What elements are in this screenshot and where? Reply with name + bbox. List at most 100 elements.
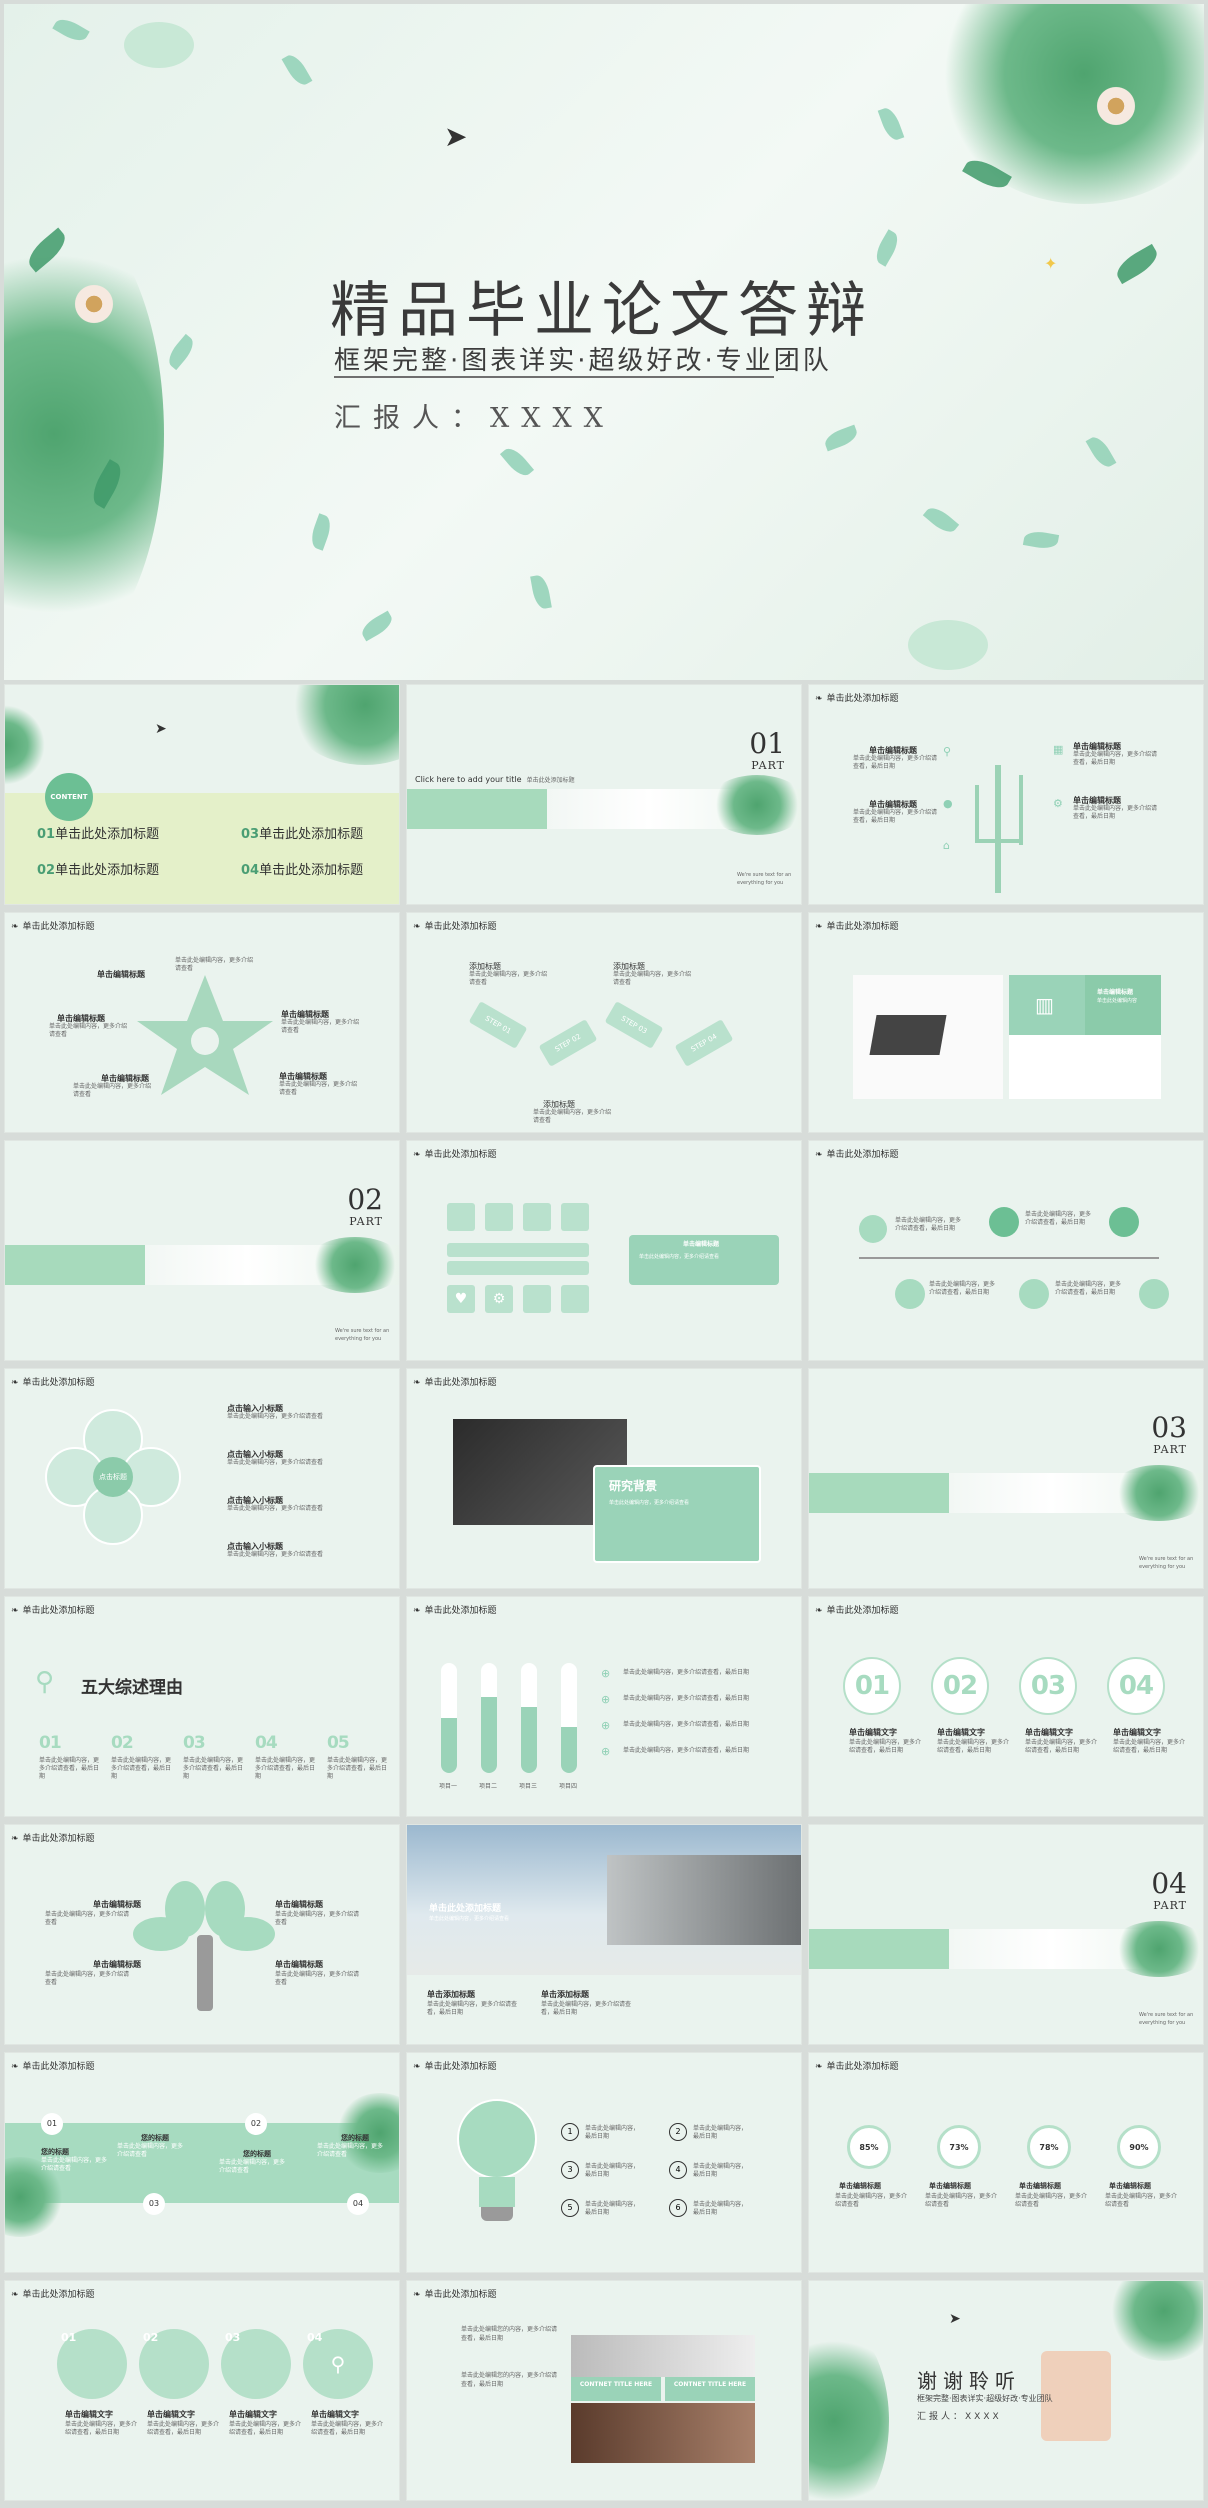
step-marker: 03 (143, 2193, 165, 2215)
item-label: 单击编辑文字 (1113, 1728, 1161, 1737)
cover-slide[interactable]: ➤ ✦ 精品毕业论文答辩 框架完整·图表详实·超级好改·专业团队 汇报人：XXX… (4, 4, 1204, 680)
slide-header: 单击此处添加标题 (815, 1603, 899, 1616)
tablet-photo (571, 2403, 755, 2463)
point-desc: 单击此处编辑内容，更多介绍请查看，最后日期 (623, 1669, 750, 1676)
slide-thumbnail-07[interactable]: 单击此处添加标题 ▥ 单击编辑标题 单击此处编辑内容 (808, 912, 1204, 1133)
slide-thumbnail-20[interactable]: 单击此处添加标题 01 02 03 04 您的标题 单击此处编辑内容，更多介绍请… (4, 2052, 400, 2273)
slide-thumbnail-19[interactable]: 04 PART We're sure text for an everythin… (808, 1824, 1204, 2045)
search-icon: ⚲ (943, 745, 952, 758)
process-band (5, 2123, 399, 2203)
item-number: 4 (669, 2161, 687, 2179)
toc-item-03[interactable]: 03单击此处添加标题 (241, 823, 363, 842)
slide-thumbnail-05[interactable]: 单击此处添加标题 单击编辑标题 单击此处编辑内容，更多介绍请查看 单击编辑标题 … (4, 912, 400, 1133)
item-desc: 单击此处编辑内容，更多介绍请查看 (49, 1023, 128, 1038)
item-desc: 单击此处编辑内容，更多介绍请查看，最后日期 (541, 2001, 632, 2016)
item-label: 单击编辑文字 (1025, 1728, 1073, 1737)
slide-thumbnail-14[interactable]: 单击此处添加标题 ⚲ 五大综述理由 01 02 03 04 05 单击此处编辑内… (4, 1596, 400, 1817)
slide-thumbnail-25[interactable]: ➤ 谢谢聆听 框架完整·图表详实·超级好改·专业团队 汇报人：XXXX (808, 2280, 1204, 2501)
item-desc: 单击此处编辑内容，更多介绍请查看，最后日期 (1025, 1739, 1098, 1754)
toc-label: 单击此处添加标题 (55, 827, 160, 842)
plus-icon: ⊕ (601, 1667, 611, 1680)
item-label: 单击编辑文字 (937, 1728, 985, 1737)
slide-header: 单击此处添加标题 (413, 1375, 497, 1388)
slide-thumbnail-18[interactable]: 单击此处添加标题 单击此处编辑内容，更多介绍请查看 单击添加标题 单击此处编辑内… (406, 1824, 802, 2045)
icon-band (447, 1261, 589, 1275)
leaf-cluster (707, 775, 801, 835)
key-icon: ⚲ (35, 1667, 55, 1697)
item-label: 单击编辑标题 (1019, 2182, 1061, 2190)
slide-thumbnail-06[interactable]: 单击此处添加标题 STEP 01 STEP 02 STEP 03 STEP 04… (406, 912, 802, 1133)
reason-number: 01 (39, 1733, 62, 1753)
point-desc: 单击此处编辑内容，更多介绍请查看 (227, 1459, 324, 1466)
tree-branch (975, 839, 1023, 843)
item-desc: 单击此处编辑内容，更多介绍请查看 (275, 1971, 360, 1986)
icon-circle-flag (57, 2329, 127, 2399)
slide-thumbnail-23[interactable]: 单击此处添加标题 ⚲ 01 02 03 04 单击编辑文字 单击编辑文字 单击编… (4, 2280, 400, 2501)
plus-icon: ⊕ (601, 1745, 611, 1758)
part-number: 01 (749, 727, 785, 760)
step-marker: 01 (41, 2113, 63, 2135)
item-desc: 单击此处编辑内容，更多介绍请查看，最后日期 (229, 2421, 302, 2436)
slide-thumbnail-02[interactable]: ➤ CONTENT 01单击此处添加标题 03单击此处添加标题 02单击此处添加… (4, 684, 400, 905)
mic-icon (523, 1285, 551, 1313)
toc-item-02[interactable]: 02单击此处添加标题 (37, 859, 159, 878)
step-label: 添加标题 (543, 1100, 575, 1109)
bulb-head (457, 2099, 537, 2179)
bar-track (561, 1663, 577, 1773)
bar-track (481, 1663, 497, 1773)
slide-thumbnail-13[interactable]: 03 PART We're sure text for an everythin… (808, 1368, 1204, 1589)
slide-thumbnail-08[interactable]: 02 PART We're sure text for an everythin… (4, 1140, 400, 1361)
point-title: 点击输入小标题 (227, 1496, 283, 1505)
point-title: 点击输入小标题 (227, 1542, 283, 1551)
bar-label: 项目二 (479, 1783, 498, 1790)
slide-thumbnail-17[interactable]: 单击此处添加标题 单击编辑标题 单击此处编辑内容，更多介绍请查看 单击编辑标题 … (4, 1824, 400, 2045)
slide-thumbnail-09[interactable]: 单击此处添加标题 ♥ ⚙ 单击编辑标题 单击此处编辑内容，更多介绍请查看 (406, 1140, 802, 1361)
timeline-line (859, 1257, 1159, 1259)
item-number: 3 (561, 2161, 579, 2179)
slide-thumbnail-12[interactable]: 单击此处添加标题 研究背景 单击此处编辑内容，更多介绍请查看 (406, 1368, 802, 1589)
reason-desc: 单击此处编辑内容，更多介绍请查看，最后日期 (327, 1757, 388, 1780)
icon-band (447, 1243, 589, 1257)
toc-item-01[interactable]: 01单击此处添加标题 (37, 823, 159, 842)
slide-thumbnail-03[interactable]: 01 PART Click here to add your title 单击此… (406, 684, 802, 905)
slide-thumbnail-15[interactable]: 单击此处添加标题 项目一 项目二 项目三 项目四 ⊕ 单击此处编辑内容，更多介绍… (406, 1596, 802, 1817)
thanks-reporter: 汇报人：XXXX (917, 2412, 1002, 2422)
leaf-cluster (809, 2321, 889, 2500)
slide-header: 单击此处添加标题 (413, 2059, 497, 2072)
leaf-cluster (1109, 2281, 1203, 2361)
step-label: 添加标题 (613, 962, 645, 971)
slide-thumbnail-11[interactable]: 单击此处添加标题 点击标题 点击输入小标题 单击此处编辑内容，更多介绍请查看 点… (4, 1368, 400, 1589)
percent-ring: 90% (1117, 2125, 1161, 2169)
slide-thumbnail-24[interactable]: 单击此处添加标题 单击此处编辑您的内容，更多介绍请查看，最后日期 单击此处编辑您… (406, 2280, 802, 2501)
step-label: 您的标题 (243, 2150, 271, 2158)
toc-num: 04 (241, 863, 260, 878)
timeline-node (1109, 1207, 1139, 1237)
slide-thumbnail-21[interactable]: 单击此处添加标题 1 单击此处编辑内容，最后日期 2 单击此处编辑内容，最后日期… (406, 2052, 802, 2273)
point-desc: 单击此处编辑内容，更多介绍请查看，最后日期 (623, 1695, 750, 1702)
step-desc: 单击此处编辑内容，更多介绍请查看 (219, 2159, 286, 2174)
item-desc: 单击此处编辑内容，更多介绍请查看 (175, 957, 254, 972)
slide-thumbnail-22[interactable]: 单击此处添加标题 85% 73% 78% 90% 单击编辑标题 单击编辑标题 单… (808, 2052, 1204, 2273)
circle-number: 03 (225, 2331, 241, 2344)
point-title: 点击输入小标题 (227, 1404, 283, 1413)
slide-thumbnail-16[interactable]: 单击此处添加标题 01 02 03 04 单击编辑文字 单击编辑文字 单击编辑文… (808, 1596, 1204, 1817)
icon-circle-user (221, 2329, 291, 2399)
slide-header: 单击此处添加标题 (11, 1831, 95, 1844)
toc-item-04[interactable]: 04单击此处添加标题 (241, 859, 363, 878)
slide-thumbnail-10[interactable]: 单击此处添加标题 单击此处编辑内容，更多介绍请查看，最后日期 单击此处编辑内容，… (808, 1140, 1204, 1361)
item-label: 单击编辑文字 (65, 2410, 113, 2419)
leaf-cluster (5, 705, 45, 785)
cover-reporter: 汇报人：XXXX (334, 403, 615, 434)
content-title-box: CONTNET TITLE HERE (571, 2377, 661, 2401)
thanks-subtitle: 框架完整·图表详实·超级好改·专业团队 (917, 2394, 1053, 2403)
item-desc: 单击此处编辑内容，最后日期 (585, 2125, 640, 2140)
reasons-title: 五大综述理由 (81, 1678, 183, 1698)
slide-thumbnail-04[interactable]: 单击此处添加标题 单击编辑标题 单击此处编辑内容，更多介绍请查看，最后日期 单击… (808, 684, 1204, 905)
toc-num: 03 (241, 827, 260, 842)
leaf-cluster (305, 1237, 399, 1293)
item-label: 单击添加标题 (427, 1990, 475, 1999)
feature-title: 单击编辑标题 (1097, 989, 1134, 996)
corner-note: We're sure text for an everything for yo… (737, 872, 792, 886)
step-arrow-01: STEP 01 (468, 1001, 528, 1049)
tree-branch (975, 785, 979, 841)
